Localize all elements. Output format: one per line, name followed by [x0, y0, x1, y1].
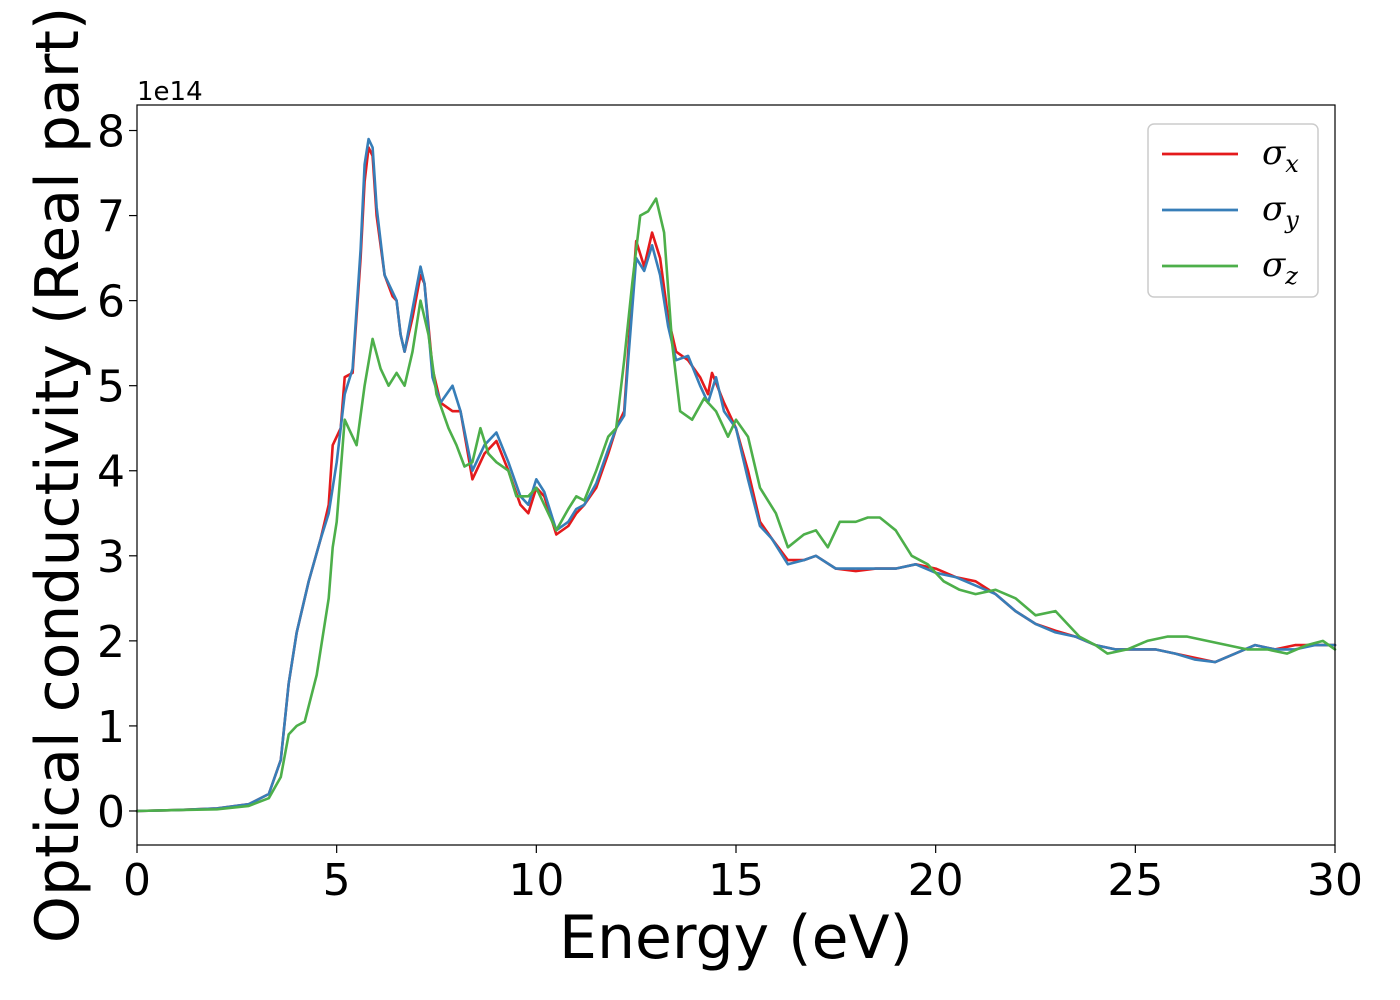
series-line-y	[135, 137, 1337, 813]
x-axis: 0 5 10 15 20 25 30	[123, 845, 1363, 906]
x-tick-label: 10	[508, 855, 564, 906]
y-offset-text: 1e14	[137, 77, 203, 107]
series-layer	[135, 137, 1337, 813]
y-tick-label: 7	[97, 192, 125, 243]
x-tick-label: 15	[708, 855, 764, 906]
legend: σx σy σz	[1147, 123, 1319, 298]
y-tick-label: 4	[97, 447, 125, 498]
x-tick-label: 30	[1307, 855, 1363, 906]
y-tick-label: 5	[97, 362, 125, 413]
x-axis-label: Energy (eV)	[559, 903, 913, 973]
legend-label-x: σx	[1262, 133, 1299, 178]
legend-entries: σx σy σz	[1162, 133, 1299, 290]
y-tick-label: 8	[97, 107, 125, 158]
x-tick-label: 0	[123, 855, 151, 906]
plot-area	[137, 105, 1335, 845]
x-tick-label: 5	[323, 855, 351, 906]
series-line-z	[135, 197, 1337, 813]
x-tick-label: 25	[1107, 855, 1163, 906]
y-tick-label: 3	[97, 532, 125, 583]
y-tick-label: 0	[97, 787, 125, 838]
x-tick-label: 20	[908, 855, 964, 906]
y-tick-label: 2	[97, 617, 125, 668]
y-axis-label: Optical conductivity (Real part)	[23, 7, 93, 944]
y-tick-label: 1	[97, 702, 125, 753]
y-axis: 0 1 2 3 4 5 6 7 8	[97, 107, 137, 838]
y-tick-label: 6	[97, 277, 125, 328]
legend-label-z: σz	[1262, 245, 1298, 290]
legend-label-y: σy	[1262, 189, 1299, 234]
